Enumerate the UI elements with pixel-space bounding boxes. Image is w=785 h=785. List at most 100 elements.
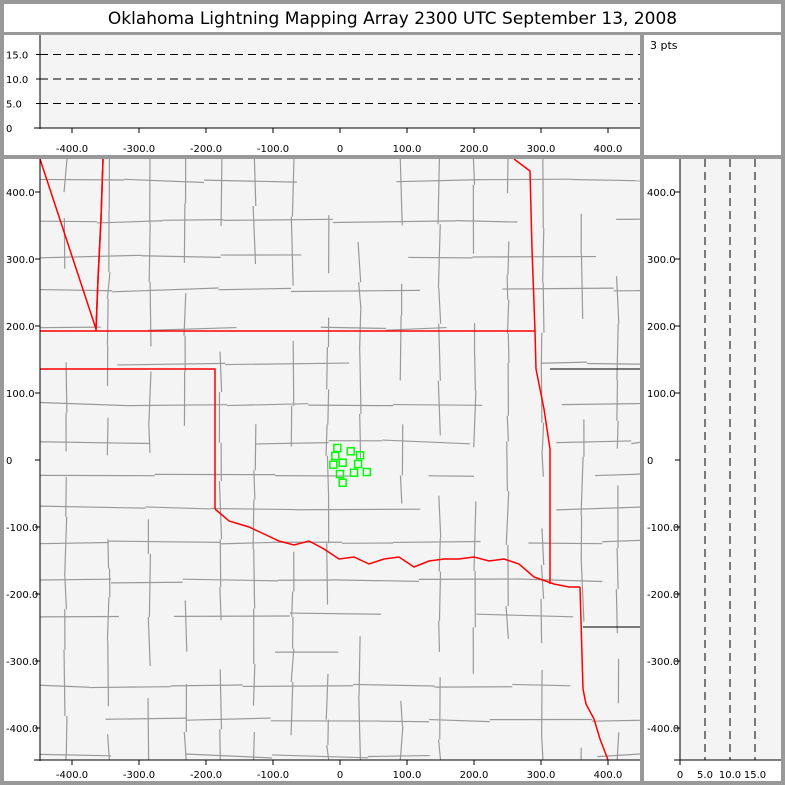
county-line [541, 738, 544, 761]
lightning-source-point [333, 443, 342, 453]
county-line [39, 441, 151, 445]
lightning-source-point [335, 469, 345, 479]
county-line [399, 475, 403, 504]
county-line [39, 326, 101, 329]
county-line [290, 681, 294, 736]
county-line [219, 586, 222, 621]
x-tick-label: 400.0 [594, 144, 623, 155]
county-line [124, 178, 205, 184]
county-line [615, 589, 618, 634]
county-line [518, 578, 603, 583]
county-line [219, 729, 221, 761]
county-line [290, 289, 421, 293]
county-line [39, 288, 113, 292]
county-line [39, 753, 112, 757]
county-line [358, 636, 361, 696]
county-line [252, 663, 256, 706]
x-tick-label: 300.0 [527, 770, 556, 781]
county-line [437, 224, 441, 288]
x-tick-label: -100.0 [257, 144, 289, 155]
y-tick-label: -200.0 [6, 590, 38, 601]
county-line [381, 720, 430, 723]
altitude-tick-label: 0 [6, 124, 12, 135]
county-line [326, 744, 330, 761]
county-line [359, 309, 362, 351]
altitude-tick-label: 10.0 [719, 770, 741, 781]
county-line [223, 218, 333, 222]
county-line [320, 326, 387, 330]
county-line [631, 441, 640, 445]
lightning-source-point [346, 447, 355, 456]
county-line [616, 323, 619, 381]
county-line [325, 424, 328, 456]
y-tick-label: 0 [6, 456, 12, 467]
county-line [616, 547, 619, 590]
altitude-tick-label: 15.0 [744, 770, 766, 781]
county-line [506, 299, 510, 334]
county-line [106, 298, 109, 345]
county-line [106, 417, 109, 456]
county-line [252, 205, 257, 265]
y-tick-label: 0 [647, 456, 653, 467]
county-line [294, 508, 421, 511]
county-line [290, 648, 295, 683]
county-line [528, 542, 603, 545]
x-tick-label: -200.0 [190, 144, 222, 155]
plan-view-map: 400.0 300.0 200.0 100.0 0 -100.0 -200.0 -300.0 -… [6, 159, 640, 781]
y-tick-label: 200.0 [6, 322, 35, 333]
county-line [148, 553, 152, 617]
altitude-tick-label: 0 [677, 770, 683, 781]
county-line [218, 481, 223, 540]
county-line [393, 403, 483, 406]
county-line [39, 254, 142, 259]
lightning-source-point [329, 460, 338, 469]
county-line [541, 450, 544, 477]
plot-title: Oklahoma Lightning Mapping Array 2300 UT… [4, 4, 781, 32]
altitude-vs-east-west-panel: 0 5.0 10.0 15.0 -400.0 -300.0 -200.0 -100.0 0 100… [4, 35, 640, 155]
county-line [580, 562, 585, 622]
county-line [110, 581, 183, 584]
north-south-vs-altitude-panel: 400.0 300.0 200.0 100.0 0 -100.0 -200.0 -300.0 -… [644, 159, 781, 781]
county-line [502, 287, 614, 290]
x-tick-label: -200.0 [190, 770, 222, 781]
x-tick-label: 300.0 [527, 144, 556, 155]
county-line [437, 380, 441, 436]
county-line [291, 159, 295, 217]
y-tick-label: 300.0 [6, 255, 35, 266]
county-line [108, 540, 221, 543]
county-line [141, 255, 221, 258]
x-tick-label: 0 [337, 770, 343, 781]
county-line [540, 598, 543, 644]
county-line [359, 413, 362, 459]
county-line [291, 591, 294, 617]
county-line [595, 473, 640, 477]
county-line [505, 605, 509, 639]
county-line [393, 540, 481, 544]
county-line [580, 254, 584, 319]
county-line [473, 501, 477, 571]
county-line [506, 415, 509, 442]
county-line [541, 422, 545, 451]
county-line [561, 402, 640, 406]
county-line [591, 719, 640, 722]
county-line [429, 718, 490, 723]
county-line [292, 341, 295, 406]
county-line [255, 442, 329, 445]
state-border-colorado-kansas [95, 159, 104, 332]
county-line [252, 499, 255, 550]
county-line [507, 333, 510, 364]
county-line [253, 470, 256, 500]
county-line [289, 612, 382, 615]
county-line [39, 178, 125, 181]
y-tick-label: -400.0 [6, 724, 38, 735]
county-line [242, 685, 354, 688]
county-line [332, 220, 457, 224]
county-line [616, 380, 619, 421]
county-line [368, 754, 430, 758]
plot-area [40, 35, 640, 128]
county-line [400, 700, 404, 727]
x-tick-label: 200.0 [460, 770, 489, 781]
county-line [325, 673, 329, 720]
lightning-source-point [355, 451, 365, 460]
x-tick-label: 400.0 [594, 770, 623, 781]
